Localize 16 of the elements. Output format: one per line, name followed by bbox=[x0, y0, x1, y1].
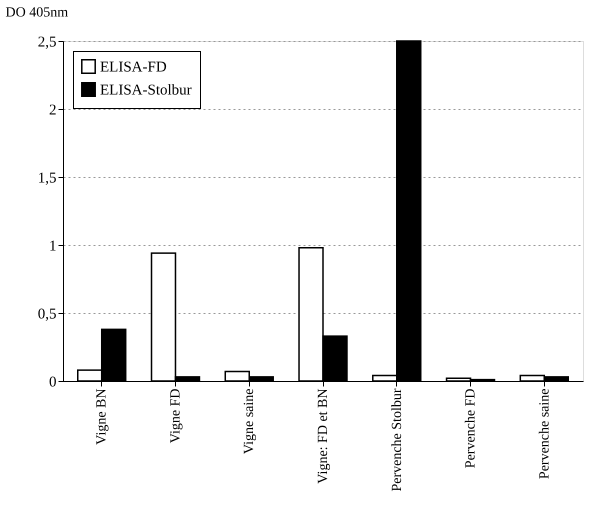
y-tick-label: 1 bbox=[49, 238, 56, 254]
x-tick-label: Pervenche FD bbox=[464, 388, 479, 468]
legend-label: ELISA-FD bbox=[100, 60, 167, 76]
x-tick-label: Vigne: FD et BN bbox=[316, 388, 331, 484]
y-tick-label: 2,5 bbox=[38, 34, 56, 50]
x-tick-label: Vigne saine bbox=[242, 388, 258, 454]
x-tick-label: Vigne BN bbox=[94, 388, 110, 445]
x-tick-label: Vigne FD bbox=[168, 388, 184, 444]
x-tick-label: Pervenche Stolbur bbox=[390, 388, 405, 492]
y-tick-label: 2 bbox=[49, 102, 56, 118]
x-tick-label: Pervenche saine bbox=[537, 388, 552, 480]
y-axis-title: DO 405nm bbox=[6, 6, 68, 20]
y-tick-label: 0 bbox=[49, 374, 56, 390]
y-tick-label: 0,5 bbox=[38, 306, 56, 322]
y-tick-label: 1,5 bbox=[38, 170, 56, 186]
legend-label: ELISA-Stolbur bbox=[100, 82, 192, 98]
